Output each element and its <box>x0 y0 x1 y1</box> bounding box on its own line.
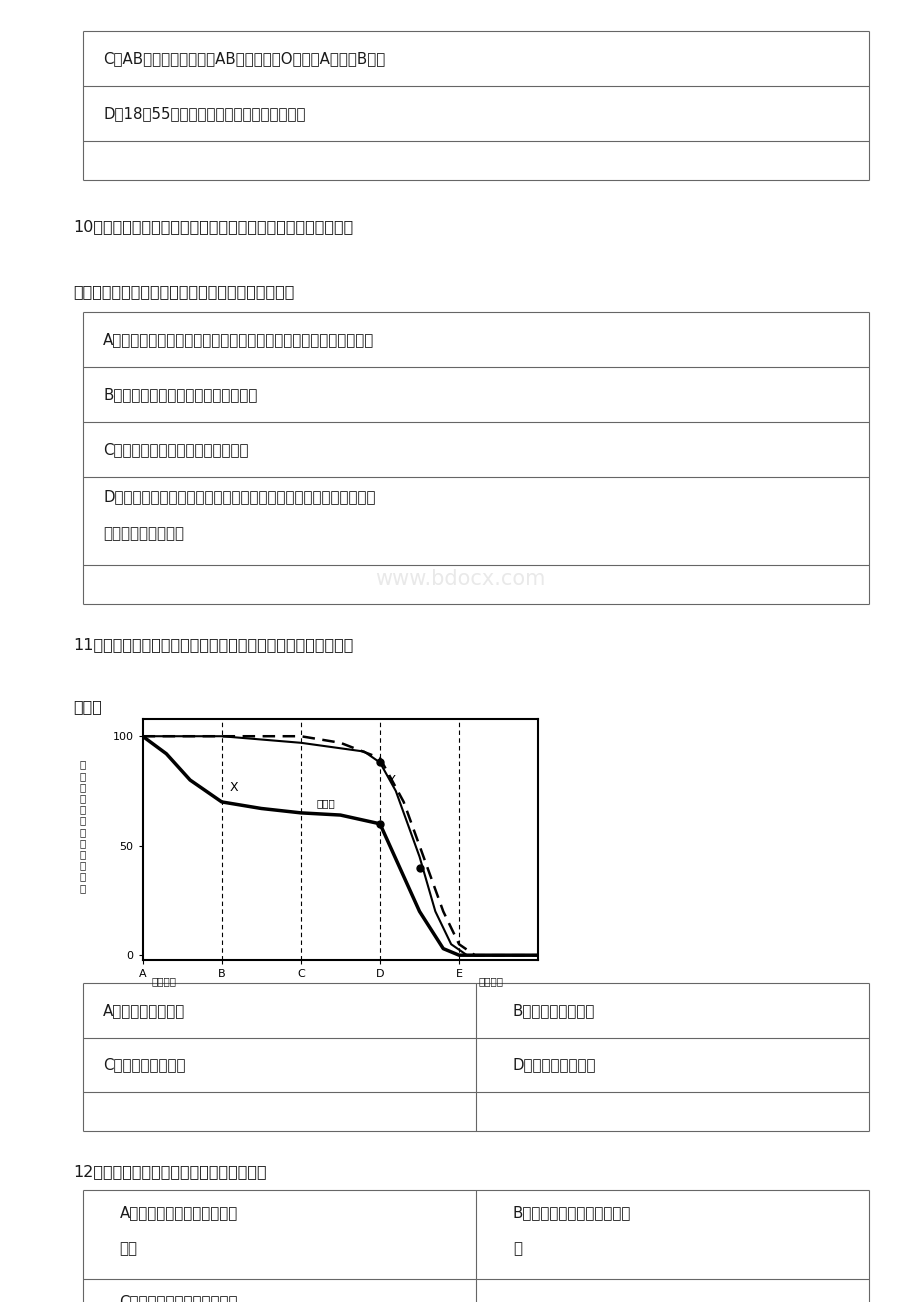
Text: 质: 质 <box>513 1241 521 1256</box>
Text: D．小肠内有唾液、胃液、胆汁、肠液等多种消化液，因此它是营养: D．小肠内有唾液、胃液、胆汁、肠液等多种消化液，因此它是营养 <box>103 490 375 505</box>
Text: B．淀粉的消化需要唾液、胃液、肠液: B．淀粉的消化需要唾液、胃液、肠液 <box>103 387 257 402</box>
Text: 动物: 动物 <box>119 1241 138 1256</box>
Text: （大肠）: （大肠） <box>478 976 503 987</box>
Text: D．18～55周岁的健康公民有无偿献血的义务: D．18～55周岁的健康公民有无偿献血的义务 <box>103 105 305 121</box>
Text: 未
被
消
化
营
养
物
质
的
百
分
比: 未 被 消 化 营 养 物 质 的 百 分 比 <box>80 759 85 893</box>
Text: C．用沸水对天竺葵叶片进行: C．用沸水对天竺葵叶片进行 <box>119 1294 238 1302</box>
Text: B．用碘液检验是否含有蛋白: B．用碘液检验是否含有蛋白 <box>513 1206 630 1221</box>
Text: 依次是: 依次是 <box>74 699 102 715</box>
Text: 用．下列有关人体消化和吸收的叙述，正确的是（）: 用．下列有关人体消化和吸收的叙述，正确的是（） <box>74 284 295 299</box>
Text: B．口腔、胃、小肠: B．口腔、胃、小肠 <box>513 1003 595 1018</box>
Text: （口腔）: （口腔） <box>152 976 176 987</box>
Text: C．小肠是食物消化吸收的主要部位: C．小肠是食物消化吸收的主要部位 <box>103 441 248 457</box>
Text: A．蛋白质在消化酶的作用下最终被分解成葡萄糖人体才能吸收利用: A．蛋白质在消化酶的作用下最终被分解成葡萄糖人体才能吸收利用 <box>103 332 374 348</box>
Text: 物质消化的主要场所: 物质消化的主要场所 <box>103 526 184 542</box>
Text: D．小肠、胃、口腔: D．小肠、胃、口腔 <box>513 1057 596 1073</box>
Text: C．AB型血的人可以输入AB型血或少量O型血或A型血或B型血: C．AB型血的人可以输入AB型血或少量O型血或A型血或B型血 <box>103 51 385 66</box>
Text: 11．如图，淀粉、蛋白质、脂肪在消化道开始被消化的起始器官: 11．如图，淀粉、蛋白质、脂肪在消化道开始被消化的起始器官 <box>74 637 354 652</box>
Text: A．口腔、小肠、胃: A．口腔、小肠、胃 <box>103 1003 185 1018</box>
Text: www.bdocx.com: www.bdocx.com <box>374 569 545 590</box>
Text: A．用放大镜观察土壤中的小: A．用放大镜观察土壤中的小 <box>119 1206 238 1221</box>
Text: 12．下列实验选用的材料器具合适的是（）: 12．下列实验选用的材料器具合适的是（） <box>74 1164 267 1180</box>
Text: 10．人体摄入的大部分食物必须经过消化作用才能被人体吸收利: 10．人体摄入的大部分食物必须经过消化作用才能被人体吸收利 <box>74 219 354 234</box>
Text: C．胃、口腔、小肠: C．胃、口腔、小肠 <box>103 1057 186 1073</box>
